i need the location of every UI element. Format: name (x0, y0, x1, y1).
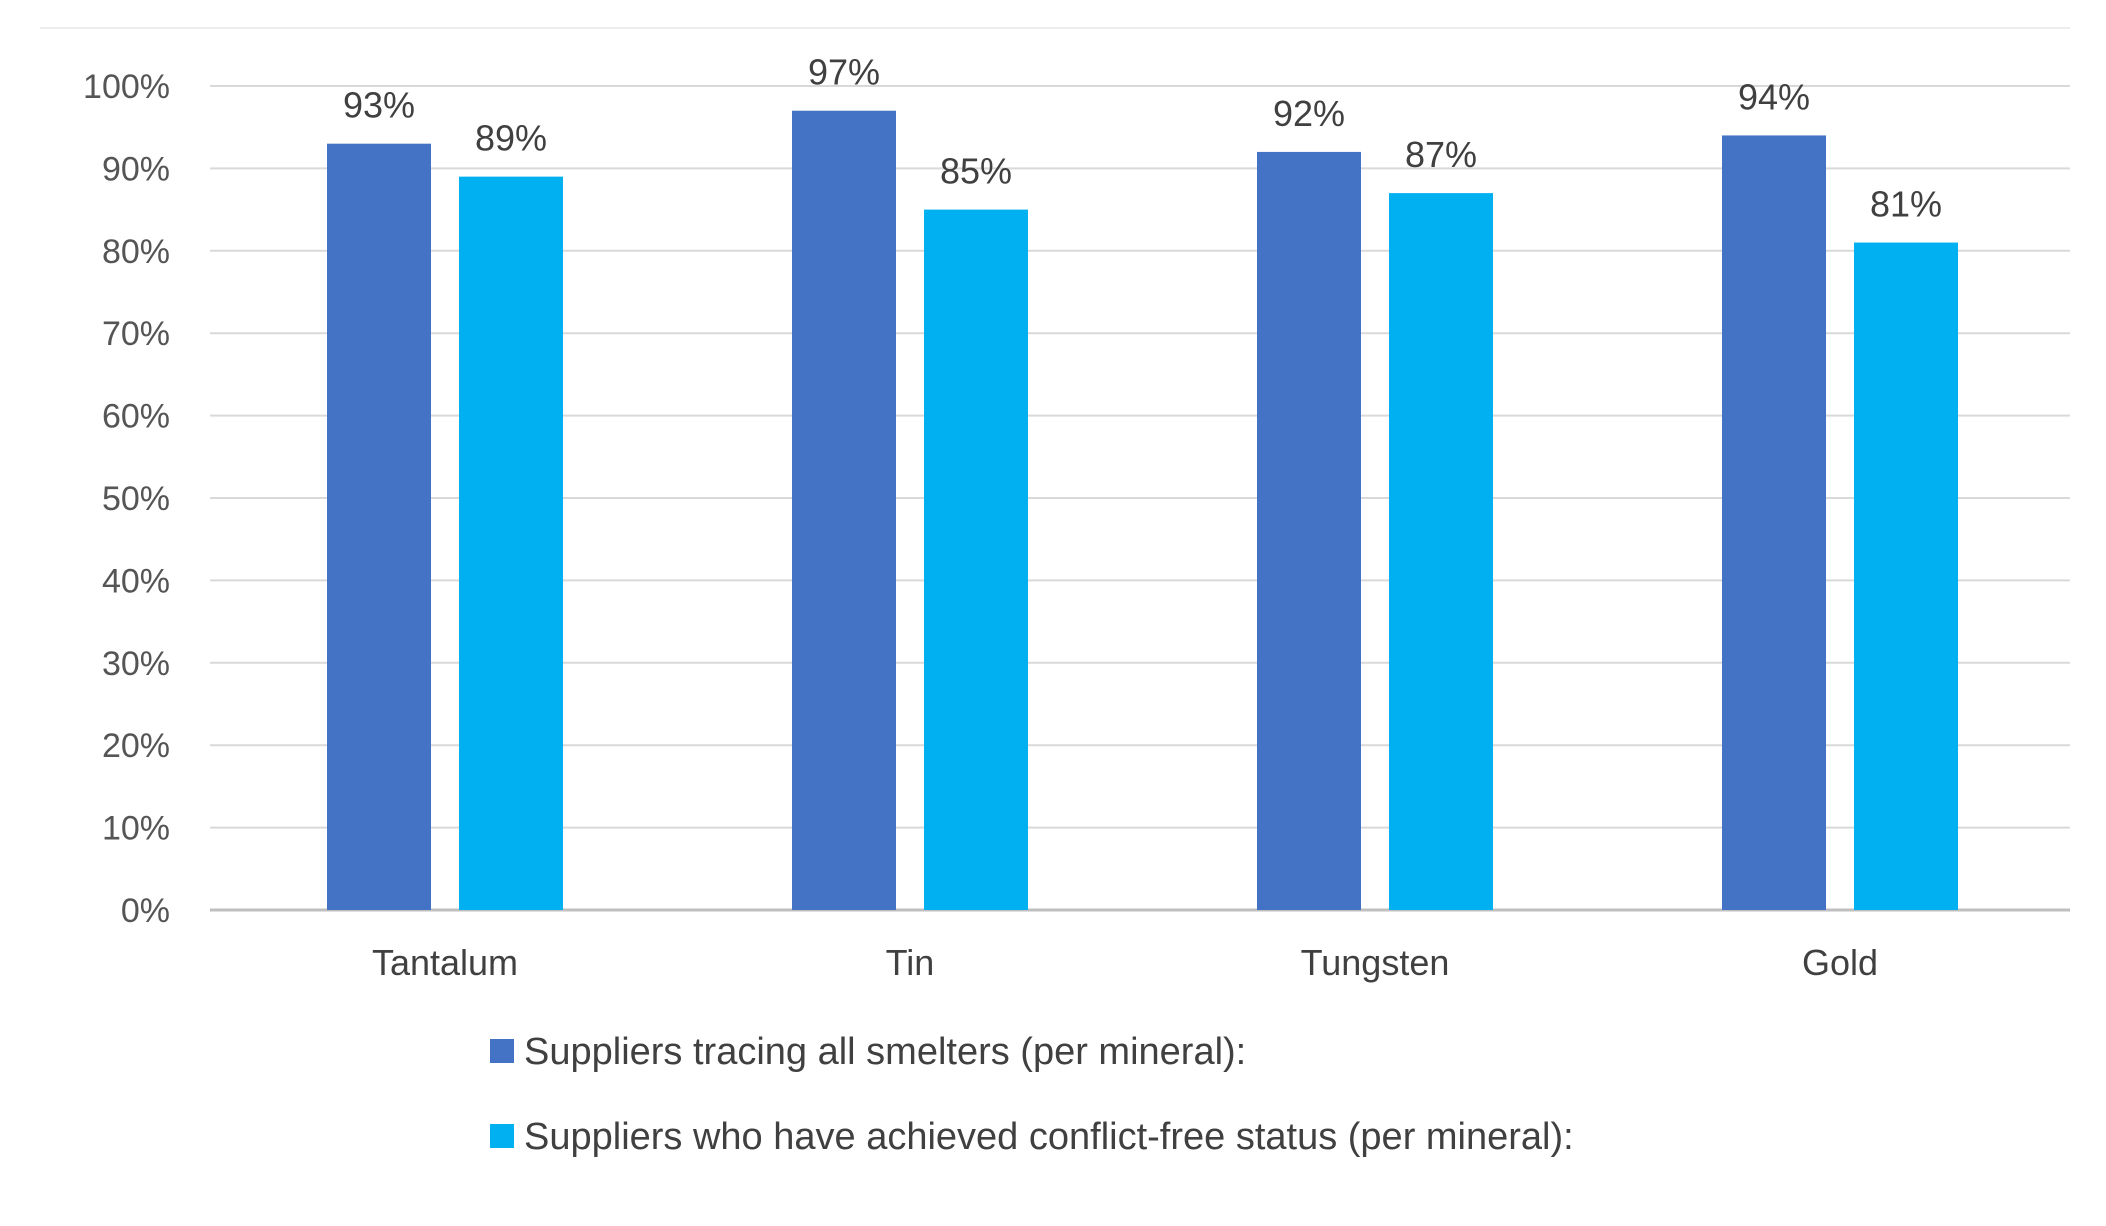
data-label: 94% (1738, 76, 1810, 117)
data-label: 87% (1405, 134, 1477, 175)
bar-tantalum-series-1 (327, 143, 431, 910)
bar-gold-series-1 (1722, 135, 1826, 910)
x-category-label: Tin (886, 942, 935, 983)
y-tick-label: 40% (102, 562, 170, 600)
data-label: 92% (1273, 93, 1345, 134)
y-tick-label: 60% (102, 398, 170, 436)
y-tick-label: 30% (102, 645, 170, 683)
data-label: 97% (808, 52, 880, 93)
legend: Suppliers tracing all smelters (per mine… (490, 1031, 1574, 1158)
x-category-label: Tungsten (1301, 942, 1450, 983)
y-tick-label: 80% (102, 233, 170, 271)
bar-tantalum-series-2 (459, 176, 563, 910)
x-category-label: Gold (1802, 942, 1878, 983)
bars (327, 110, 1958, 911)
legend-item-2: Suppliers who have achieved conflict-fre… (490, 1116, 1574, 1158)
y-tick-label: 20% (102, 727, 170, 765)
x-category-label: Tantalum (372, 942, 518, 983)
bar-tin-series-2 (924, 209, 1028, 911)
bar-gold-series-2 (1854, 242, 1958, 910)
data-labels: 93% 97% 92% 94% 89% 85% 87% 81% (343, 52, 1942, 225)
legend-swatch (490, 1124, 514, 1148)
data-label: 85% (940, 151, 1012, 192)
legend-item-1: Suppliers tracing all smelters (per mine… (490, 1031, 1246, 1073)
data-label: 89% (475, 118, 547, 159)
y-tick-label: 90% (102, 150, 170, 188)
y-tick-label: 50% (102, 480, 170, 518)
legend-swatch (490, 1039, 514, 1063)
y-axis-tick-labels: 0% 10% 20% 30% 40% 50% 60% 70% 80% 90% 100% (83, 68, 170, 930)
legend-label: Suppliers tracing all smelters (per mine… (524, 1031, 1246, 1073)
x-axis-category-labels: Tantalum Tin Tungsten Gold (372, 942, 1878, 983)
bar-tungsten-series-2 (1389, 193, 1493, 910)
y-tick-label: 100% (83, 68, 170, 106)
y-tick-label: 0% (121, 892, 170, 930)
data-label: 81% (1870, 184, 1942, 225)
data-label: 93% (343, 85, 415, 126)
legend-label: Suppliers who have achieved conflict-fre… (524, 1116, 1574, 1158)
bar-tungsten-series-1 (1257, 151, 1361, 911)
y-tick-label: 70% (102, 315, 170, 353)
y-tick-label: 10% (102, 810, 170, 848)
bar-tin-series-1 (792, 110, 896, 911)
